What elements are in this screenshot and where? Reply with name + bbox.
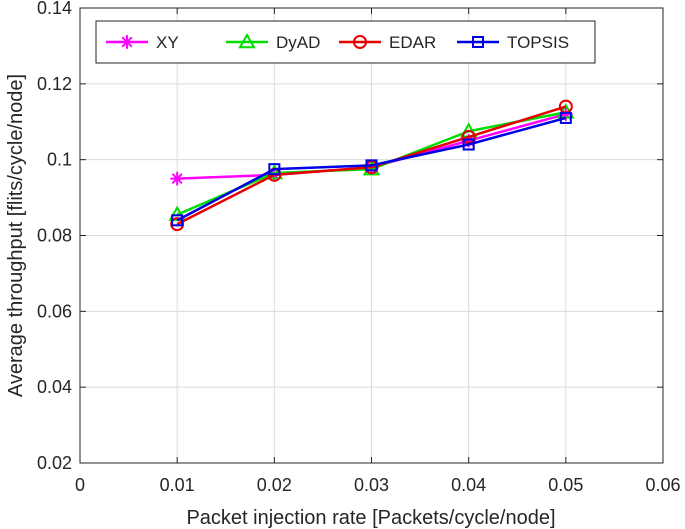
x-axis-label: Packet injection rate [Packets/cycle/nod… [186,507,555,529]
y-tick-label: 0.14 [37,0,72,18]
legend-marker-topsis [472,36,484,48]
legend-entry-xy: XY [106,33,179,52]
legend-label-dyad: DyAD [276,33,320,52]
x-tick-label: 0.06 [645,475,680,495]
data-point-topsis [365,159,378,172]
series-topsis [171,111,572,227]
data-point-topsis [559,111,572,124]
legend-marker-xy [120,35,134,49]
data-point-edar [461,129,476,144]
y-tick-label: 0.04 [37,377,72,397]
series-line-edar [176,105,567,226]
y-axis-label: Average throughput [flits/cycle/node] [5,74,27,397]
x-tick-label: 0.01 [160,475,195,495]
legend-label-xy: XY [156,33,179,52]
legend-entry-edar: EDAR [339,33,436,52]
x-tick-label: 0.03 [354,475,389,495]
x-tick-label: 0.05 [548,475,583,495]
y-tick-labels: 0.02 0.04 0.06 0.08 0.1 0.12 0.14 [37,0,72,473]
x-tick-label: 0.02 [257,475,292,495]
data-point-topsis [462,138,475,151]
y-tick-label: 0.1 [47,150,72,170]
y-tick-label: 0.12 [37,74,72,94]
legend-marker-dyad [238,32,256,49]
legend: XY DyAD EDAR TOPSIS [95,20,596,64]
plot-frame [79,7,664,464]
y-tick-label: 0.08 [37,226,72,246]
x-tick-labels: 0 0.01 0.02 0.03 0.04 0.05 0.06 [75,475,681,495]
data-series [168,99,575,232]
legend-entry-dyad: DyAD [226,32,320,52]
data-point-topsis [268,163,281,176]
legend-entry-topsis: TOPSIS [457,33,569,52]
series-line-topsis [176,116,567,222]
legend-label-topsis: TOPSIS [507,33,569,52]
x-tick-label: 0 [75,475,85,495]
y-tick-label: 0.02 [37,453,72,473]
y-tick-label: 0.06 [37,301,72,321]
data-point-topsis [171,214,184,227]
legend-label-edar: EDAR [389,33,436,52]
legend-marker-edar [353,35,367,49]
data-point-xy [170,171,185,186]
x-tick-label: 0.04 [451,475,486,495]
